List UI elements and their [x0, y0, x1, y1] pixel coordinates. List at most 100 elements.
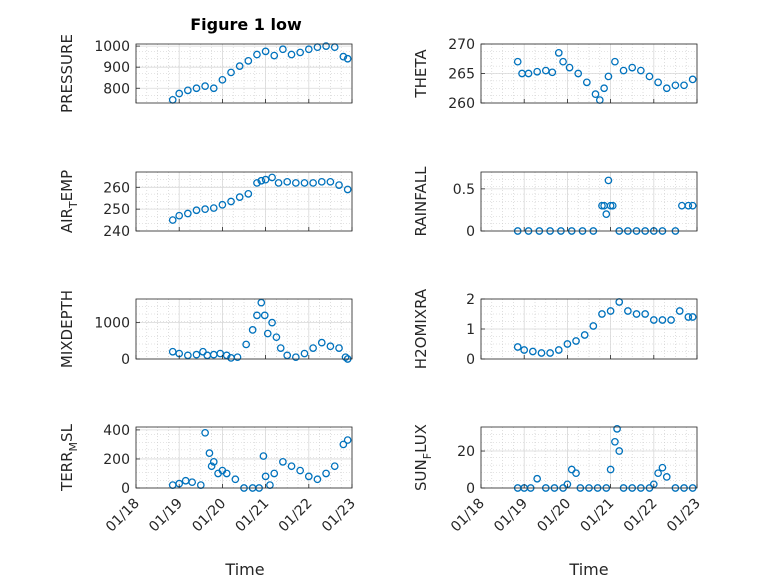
data-point: [207, 462, 216, 471]
data-point: [606, 307, 615, 315]
data-point: [291, 353, 300, 362]
data-point: [287, 50, 296, 59]
data-point: [619, 66, 628, 75]
data-point: [201, 205, 209, 213]
data-point: [624, 307, 632, 315]
data-point: [559, 57, 567, 66]
data-point: [662, 473, 671, 481]
data-point: [533, 474, 542, 483]
data-point: [253, 50, 261, 59]
axes-box: [480, 171, 698, 232]
data-point: [335, 344, 343, 352]
data-point: [263, 329, 272, 338]
data-point: [201, 428, 209, 437]
data-point: [688, 313, 697, 321]
data-point: [304, 472, 313, 481]
y-tick-label: 260: [448, 96, 475, 112]
data-point: [528, 347, 537, 356]
y-tick-label: 800: [103, 81, 130, 97]
data-point: [253, 179, 261, 187]
axes-box: [135, 171, 353, 232]
data-point: [313, 475, 322, 484]
data-point: [339, 440, 348, 449]
data-point: [598, 201, 606, 210]
data-point: [287, 462, 296, 471]
data-point: [602, 210, 611, 218]
y-axis-label: SUNFLUX: [412, 424, 434, 491]
data-point: [688, 75, 697, 84]
x-tick-label: 01/18: [448, 496, 488, 536]
data-point: [261, 175, 270, 184]
axes-box: [135, 298, 353, 360]
data-point: [326, 177, 335, 186]
y-tick-label: 0: [121, 481, 130, 497]
x-tick-label: 01/21: [233, 496, 273, 536]
data-point: [546, 349, 554, 357]
data-point: [259, 452, 268, 460]
data-point: [628, 63, 637, 72]
y-tick-label: 270: [448, 37, 475, 53]
data-point: [257, 298, 266, 307]
data-point: [192, 206, 201, 215]
subplot-2: 260 265 270 THETA: [412, 37, 698, 112]
data-point: [330, 462, 339, 471]
data-point: [671, 81, 680, 90]
y-axis-label: H2OMIXRA: [412, 288, 430, 369]
y-tick-label: 400: [103, 423, 130, 439]
y-tick-label: 0: [466, 224, 475, 240]
data-point: [604, 72, 613, 81]
data-point: [201, 82, 209, 90]
data-point: [192, 84, 201, 93]
data-point: [231, 475, 240, 484]
axes-box: [480, 426, 698, 489]
data-point: [227, 68, 235, 77]
data-point: [684, 201, 693, 210]
data-point: [257, 176, 266, 185]
data-point: [606, 201, 615, 210]
data-point: [572, 469, 580, 478]
data-point: [645, 72, 654, 81]
data-point: [205, 449, 214, 457]
y-tick-label: 265: [448, 67, 475, 83]
data-point: [218, 200, 227, 209]
subplot-3: 240 250 260 AIRTEMP: [58, 170, 353, 240]
data-point: [554, 48, 563, 57]
data-point: [658, 316, 667, 324]
x-tick-label: 01/19: [491, 496, 531, 536]
data-point: [222, 469, 231, 478]
x-axis-label-right: Time: [568, 560, 608, 579]
data-point: [296, 466, 305, 475]
data-point: [582, 78, 591, 87]
data-point: [279, 45, 287, 54]
y-tick-label: 0.5: [453, 182, 475, 198]
axes-box: [135, 426, 353, 489]
data-point: [322, 42, 330, 50]
y-tick-label: 0: [466, 352, 475, 368]
data-point: [343, 436, 352, 444]
y-tick-label: 900: [103, 60, 130, 76]
y-axis-label: PRESSURE: [58, 34, 76, 113]
data-point: [680, 81, 688, 90]
data-point: [572, 337, 580, 345]
data-point: [554, 346, 563, 354]
data-point: [248, 326, 257, 334]
data-point: [175, 89, 184, 98]
x-tick-label: 01/22: [276, 496, 316, 536]
data-point: [615, 447, 624, 455]
data-point: [565, 63, 574, 72]
data-point: [300, 179, 309, 187]
x-tick-label: 01/23: [319, 496, 359, 536]
x-tick-label: 01/18: [103, 496, 143, 536]
data-point: [563, 340, 572, 348]
data-point: [183, 86, 192, 95]
data-point: [675, 307, 684, 315]
data-point: [192, 350, 201, 359]
data-point: [291, 179, 300, 187]
data-point: [183, 209, 192, 218]
data-point: [268, 173, 276, 182]
data-point: [233, 353, 242, 362]
y-tick-label: 2: [466, 292, 475, 308]
data-point: [343, 185, 352, 194]
data-point: [339, 52, 348, 61]
